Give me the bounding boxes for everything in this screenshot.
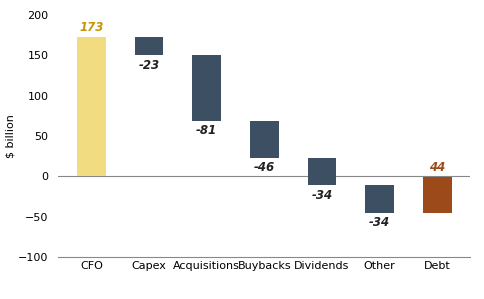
Text: 44: 44	[428, 161, 444, 174]
Bar	[422, 177, 451, 213]
Text: 173: 173	[79, 21, 103, 33]
Bar	[307, 158, 336, 185]
Bar	[249, 121, 278, 158]
Text: -34: -34	[368, 216, 390, 229]
Text: -46: -46	[253, 161, 274, 174]
Text: -81: -81	[196, 124, 217, 137]
Bar	[364, 185, 393, 213]
Text: -34: -34	[311, 189, 332, 202]
Y-axis label: $ billion: $ billion	[5, 114, 15, 158]
Bar	[77, 37, 106, 176]
Text: -23: -23	[138, 59, 159, 71]
Bar	[192, 55, 221, 121]
Bar	[135, 37, 163, 55]
